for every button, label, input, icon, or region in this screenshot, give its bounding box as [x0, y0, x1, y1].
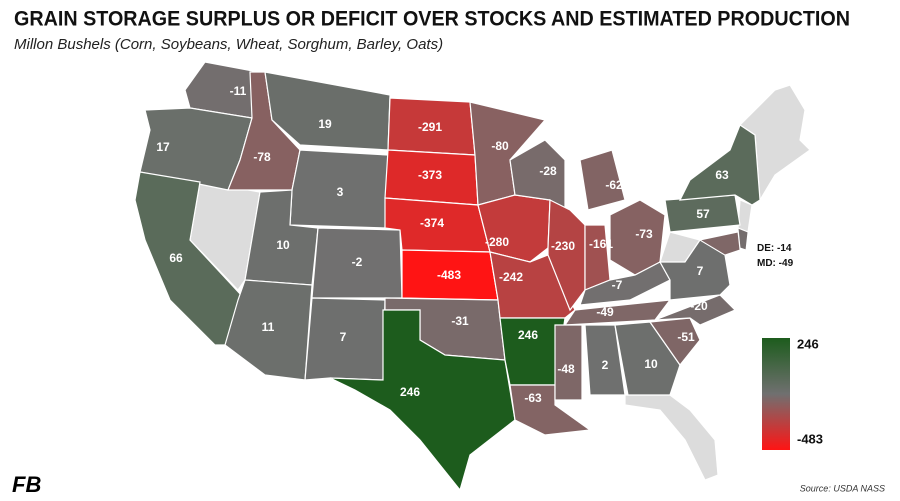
inset-name: DE: — [757, 243, 774, 254]
state-value: -63 — [524, 391, 542, 405]
state-value: -483 — [437, 268, 461, 282]
state-value: -31 — [451, 314, 469, 328]
state-value: -242 — [499, 270, 523, 284]
state — [698, 231, 741, 256]
state-value: -374 — [420, 216, 444, 230]
state-value: 246 — [400, 385, 420, 399]
state-value: -73 — [635, 227, 653, 241]
state-value: -28 — [539, 164, 557, 178]
logo: FB — [12, 472, 41, 497]
state-value: -51 — [677, 330, 695, 344]
state — [547, 199, 586, 312]
state — [579, 149, 626, 211]
state-value: 10 — [644, 357, 658, 371]
state — [654, 294, 737, 326]
state — [678, 124, 761, 206]
state — [658, 239, 731, 301]
state-value: 2 — [602, 358, 609, 372]
state — [289, 149, 389, 229]
state-value: -48 — [557, 362, 575, 376]
state-value: -161 — [589, 237, 613, 251]
state — [554, 324, 583, 401]
state-value: 11 — [262, 320, 275, 334]
state-value: -20 — [690, 299, 708, 313]
state-value: -80 — [491, 139, 509, 153]
no-data-regions — [189, 84, 811, 481]
state — [614, 321, 681, 396]
state — [329, 309, 516, 492]
state-value: 63 — [715, 168, 729, 182]
state-value: 246 — [518, 328, 538, 342]
states — [134, 61, 761, 492]
inset-value: -14 — [777, 243, 792, 254]
state — [264, 71, 391, 151]
state-value: 57 — [696, 207, 710, 221]
state-labels: -11 17 66 -78 19 3 10 -2 11 7 -291 -373 -374 -483 -31 2… — [156, 84, 729, 405]
state-value: -280 — [485, 235, 509, 249]
source: Source: USDA NASS — [800, 483, 885, 493]
inset-value: -49 — [779, 258, 794, 269]
state — [224, 279, 313, 381]
state-value: -291 — [418, 120, 442, 134]
state-value: 10 — [276, 238, 290, 252]
state-value: 7 — [697, 264, 704, 278]
state-value: 19 — [318, 117, 332, 131]
state-value: 7 — [340, 330, 347, 344]
title: GRAIN STORAGE SURPLUS OR DEFICIT OVER ST… — [14, 8, 850, 31]
inset-label: DE: -14 — [757, 243, 792, 254]
inset-label: MD: -49 — [757, 258, 794, 269]
legend-bar — [762, 338, 790, 450]
state — [584, 324, 626, 396]
state — [584, 224, 611, 291]
state-value: 3 — [337, 185, 344, 199]
state-value: -62 — [605, 178, 623, 192]
inset-name: MD: — [757, 258, 776, 269]
state-value: -373 — [418, 168, 442, 182]
state-value: -7 — [612, 278, 623, 292]
state-value: -230 — [551, 239, 575, 253]
subtitle: Millon Bushels (Corn, Soybeans, Wheat, S… — [14, 36, 443, 53]
state-value: 66 — [169, 251, 183, 265]
state-value: -49 — [596, 305, 614, 319]
state-value: -11 — [230, 84, 247, 98]
state-value: 17 — [156, 140, 170, 154]
legend-min: -483 — [797, 431, 823, 446]
state-value: -2 — [352, 255, 363, 269]
state-value: -78 — [253, 150, 271, 164]
legend-max: 246 — [797, 336, 819, 351]
